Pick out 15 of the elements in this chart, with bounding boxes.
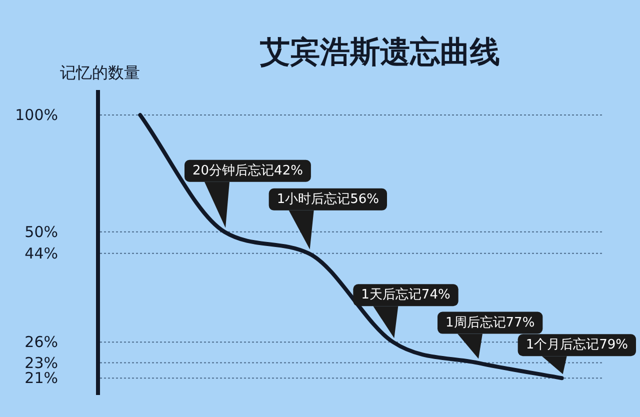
annotation: 20分钟后忘记42%: [192, 162, 303, 178]
y-tick-label: 50%: [24, 222, 58, 241]
y-tick-label: 100%: [15, 106, 58, 124]
chart-title: 艾宾浩斯遗忘曲线: [259, 35, 500, 70]
callout: 1个月后忘记79%: [518, 334, 636, 374]
y-tick-label: 21%: [24, 369, 58, 388]
y-tick-label: 26%: [24, 333, 58, 352]
y-tick-label: 23%: [24, 354, 58, 372]
callout: 1小时后忘记56%: [268, 188, 387, 250]
annotation: 1周后忘记77%: [446, 314, 535, 330]
y-tick-label: 44%: [24, 244, 58, 262]
annotation: 1小时后忘记56%: [276, 190, 380, 207]
annotation: 1天后忘记74%: [361, 286, 450, 303]
y-axis-title: 记忆的数量: [60, 63, 140, 82]
annotation: 1个月后忘记79%: [526, 336, 628, 353]
